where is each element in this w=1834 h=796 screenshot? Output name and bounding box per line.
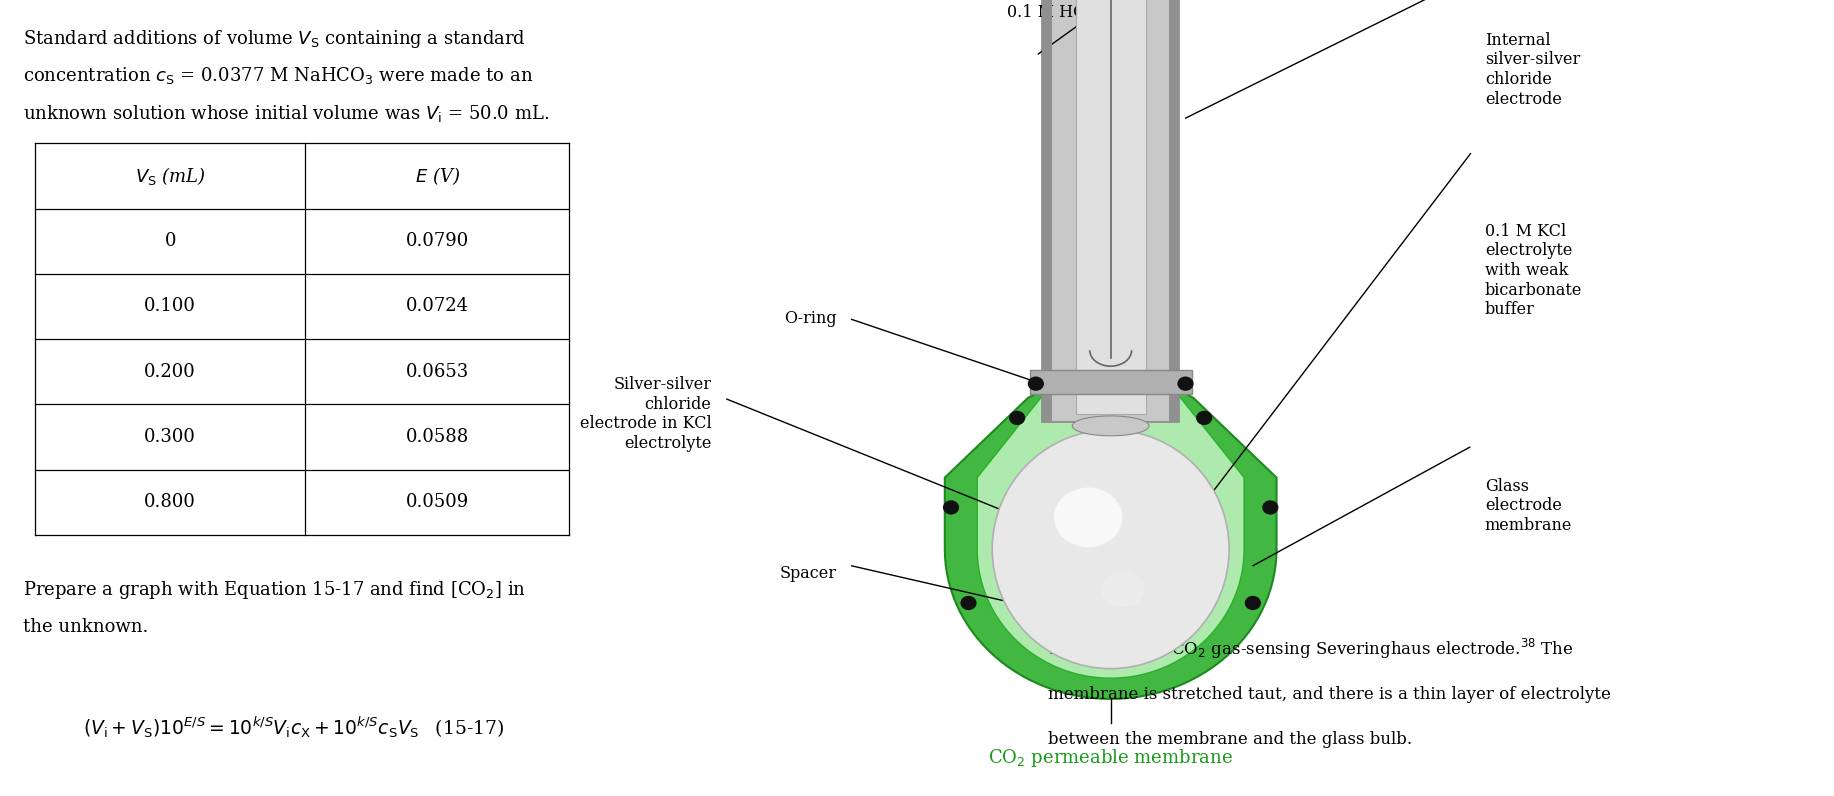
Ellipse shape	[1262, 501, 1278, 514]
Ellipse shape	[1073, 416, 1150, 436]
Ellipse shape	[1100, 572, 1144, 607]
Polygon shape	[1077, 382, 1146, 414]
Text: 0.0724: 0.0724	[405, 298, 470, 315]
Ellipse shape	[1009, 411, 1025, 425]
Text: 0.0790: 0.0790	[405, 232, 470, 250]
Text: Internal
silver-silver
chloride
electrode: Internal silver-silver chloride electrod…	[1486, 32, 1581, 107]
Text: 0.100: 0.100	[145, 298, 196, 315]
Text: CO$_2$ permeable membrane: CO$_2$ permeable membrane	[989, 747, 1232, 769]
Text: 0.0588: 0.0588	[405, 428, 470, 446]
Polygon shape	[1042, 0, 1053, 382]
Text: Spacer: Spacer	[779, 564, 836, 582]
Polygon shape	[1042, 382, 1053, 422]
Ellipse shape	[1177, 377, 1194, 391]
Text: 0.200: 0.200	[145, 363, 196, 380]
Ellipse shape	[1245, 595, 1262, 610]
Ellipse shape	[1055, 487, 1122, 548]
Text: 0.1 M HCl: 0.1 M HCl	[1007, 4, 1089, 21]
Text: 0.0509: 0.0509	[405, 494, 470, 511]
Ellipse shape	[961, 595, 976, 610]
Text: concentration $c_\mathrm{S}$ = 0.0377 M NaHCO$_3$ were made to an: concentration $c_\mathrm{S}$ = 0.0377 M …	[24, 65, 534, 86]
Text: 0.0653: 0.0653	[405, 363, 470, 380]
Ellipse shape	[992, 430, 1229, 669]
Polygon shape	[1170, 0, 1179, 382]
Polygon shape	[1170, 382, 1179, 422]
Text: 0.800: 0.800	[145, 494, 196, 511]
Polygon shape	[945, 390, 1276, 699]
Text: between the membrane and the glass bulb.: between the membrane and the glass bulb.	[1049, 731, 1412, 747]
Ellipse shape	[1027, 377, 1044, 391]
Polygon shape	[1042, 0, 1179, 382]
Text: O-ring: O-ring	[783, 310, 836, 327]
Text: $E$ (V): $E$ (V)	[414, 165, 460, 187]
Polygon shape	[1077, 0, 1146, 374]
Text: membrane is stretched taut, and there is a thin layer of electrolyte: membrane is stretched taut, and there is…	[1049, 686, 1612, 703]
Text: Standard additions of volume $V_\mathrm{S}$ containing a standard: Standard additions of volume $V_\mathrm{…	[24, 28, 526, 50]
Text: 0.1 M KCl
electrolyte
with weak
bicarbonate
buffer: 0.1 M KCl electrolyte with weak bicarbon…	[1486, 223, 1583, 318]
Polygon shape	[978, 386, 1243, 678]
Text: $\mathbf{Figure\ 15\text{-}33}$ CO$_2$ gas-sensing Severinghaus electrode.$^{38}: $\mathbf{Figure\ 15\text{-}33}$ CO$_2$ g…	[1049, 637, 1574, 661]
Text: Silver-silver
chloride
electrode in KCl
electrolyte: Silver-silver chloride electrode in KCl …	[580, 376, 712, 452]
Text: Prepare a graph with Equation 15-17 and find [CO$_2$] in: Prepare a graph with Equation 15-17 and …	[24, 579, 526, 601]
Ellipse shape	[943, 501, 959, 514]
Text: unknown solution whose initial volume was $V_\mathrm{i}$ = 50.0 mL.: unknown solution whose initial volume wa…	[24, 103, 550, 123]
Ellipse shape	[1196, 411, 1212, 425]
Text: the unknown.: the unknown.	[24, 618, 149, 637]
Polygon shape	[1042, 382, 1179, 422]
Text: $(V_\mathrm{i} + V_\mathrm{S})10^{E/S} = 10^{k/S}V_\mathrm{i}c_\mathrm{X} + 10^{: $(V_\mathrm{i} + V_\mathrm{S})10^{E/S} =…	[83, 714, 504, 739]
Text: Glass
electrode
membrane: Glass electrode membrane	[1486, 478, 1572, 534]
Polygon shape	[1029, 370, 1192, 394]
Text: $V_\mathrm{S}$ (mL): $V_\mathrm{S}$ (mL)	[134, 165, 205, 187]
Text: 0.300: 0.300	[145, 428, 196, 446]
Text: 0: 0	[165, 232, 176, 250]
